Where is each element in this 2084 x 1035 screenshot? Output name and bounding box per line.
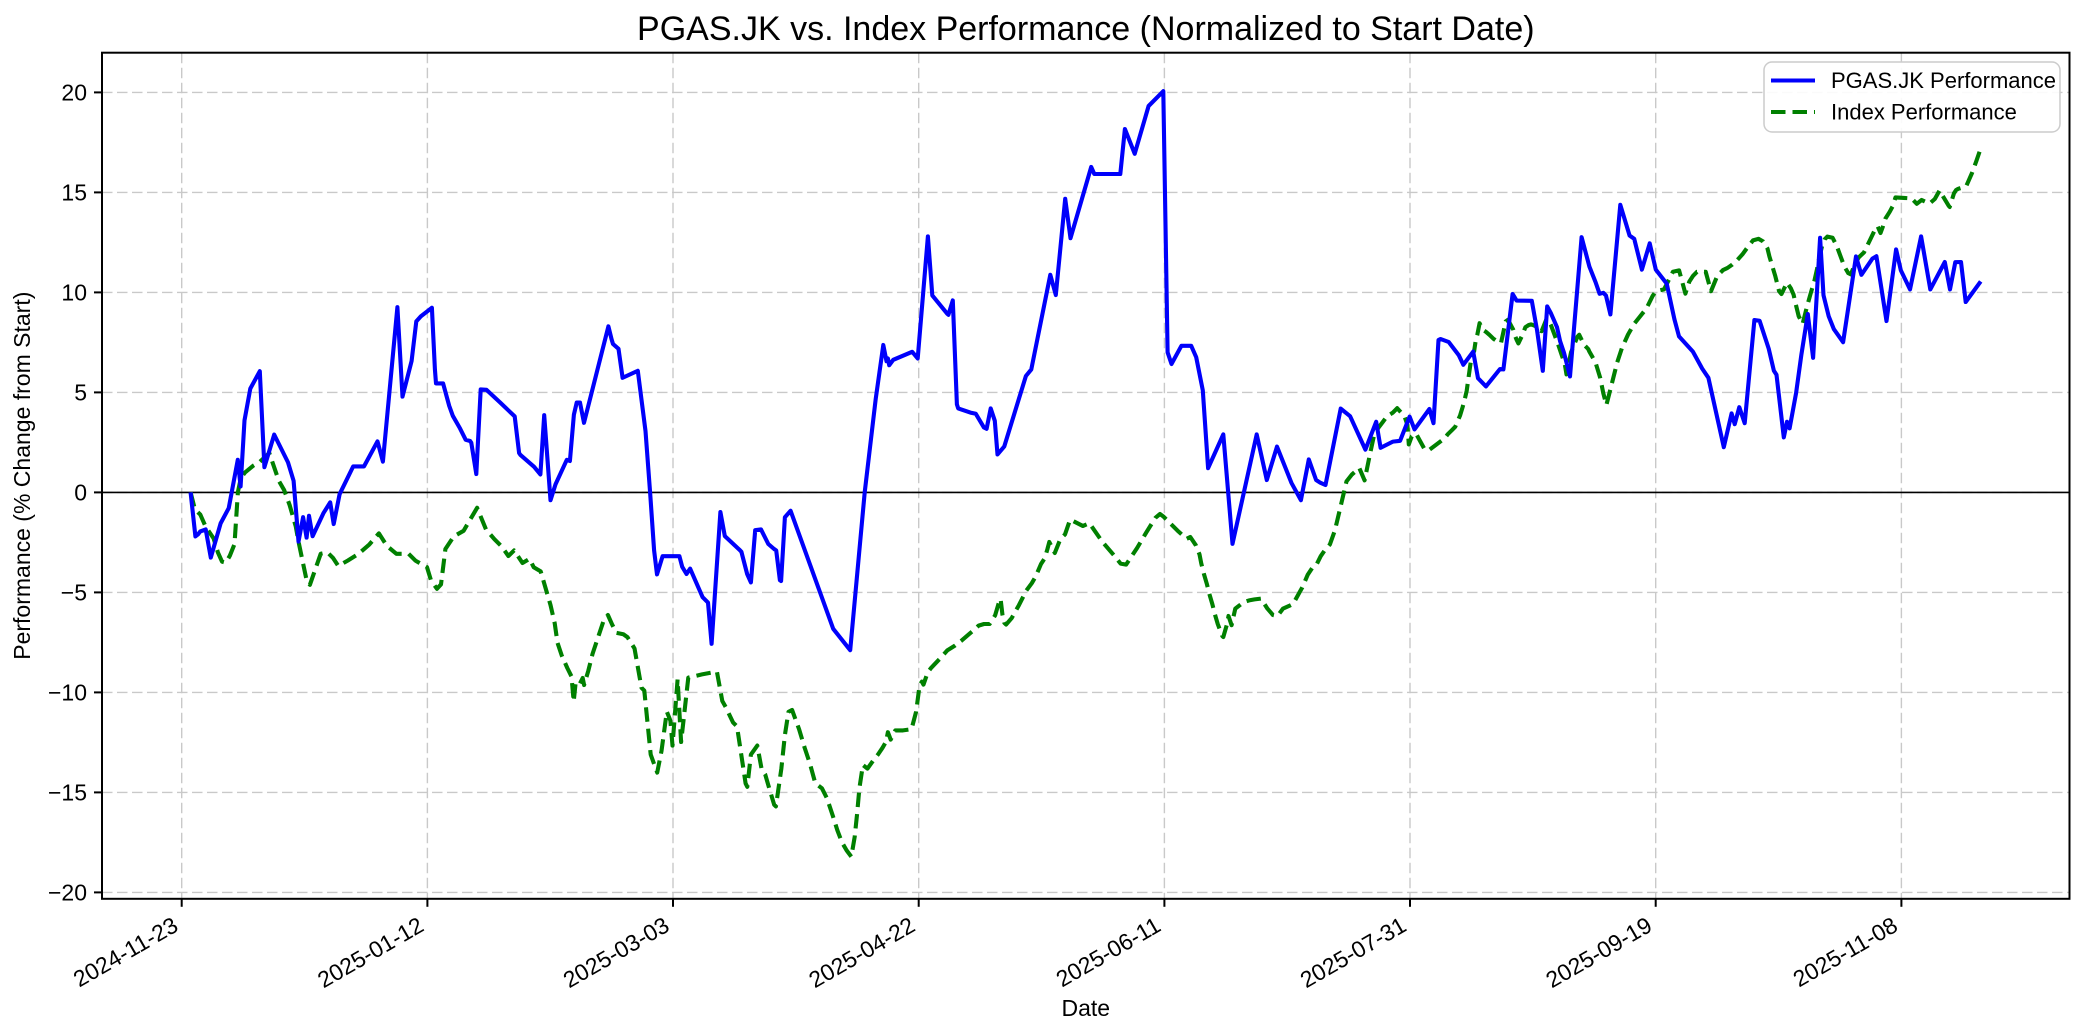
svg-text:PGAS.JK Performance: PGAS.JK Performance [1831, 68, 2056, 93]
svg-text:Date: Date [1062, 995, 1111, 1021]
svg-text:−20: −20 [48, 879, 87, 905]
svg-text:−10: −10 [48, 679, 87, 705]
svg-text:0: 0 [74, 479, 87, 505]
svg-text:−5: −5 [61, 579, 87, 605]
svg-text:20: 20 [61, 79, 87, 105]
svg-text:Performance (% Change from Sta: Performance (% Change from Start) [9, 292, 35, 660]
svg-text:Index Performance: Index Performance [1831, 100, 2017, 125]
svg-text:10: 10 [61, 279, 87, 305]
svg-text:15: 15 [61, 179, 87, 205]
svg-text:5: 5 [74, 379, 87, 405]
svg-text:PGAS.JK vs. Index Performance: PGAS.JK vs. Index Performance (Normalize… [637, 10, 1535, 48]
svg-text:−15: −15 [48, 779, 87, 805]
